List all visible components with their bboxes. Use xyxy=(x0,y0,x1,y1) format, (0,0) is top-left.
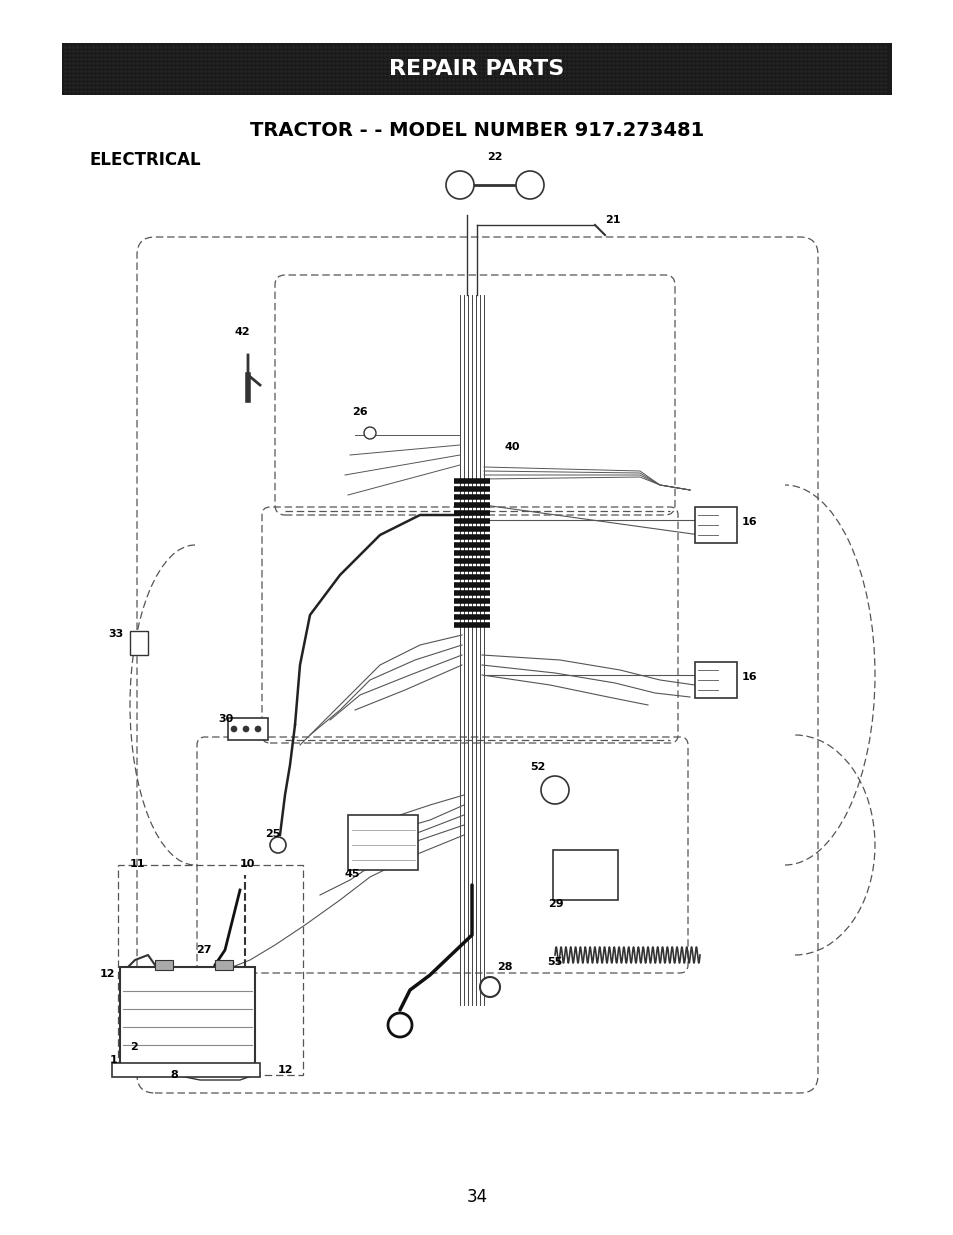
Bar xyxy=(214,960,233,969)
Text: REPAIR PARTS: REPAIR PARTS xyxy=(389,59,564,79)
Text: 16: 16 xyxy=(741,672,757,682)
Text: 45: 45 xyxy=(345,869,360,879)
Circle shape xyxy=(479,977,499,997)
Circle shape xyxy=(516,170,543,199)
Text: 27: 27 xyxy=(195,945,212,955)
Bar xyxy=(228,718,268,740)
Text: 55: 55 xyxy=(546,957,561,967)
Bar xyxy=(112,1063,260,1077)
Text: 29: 29 xyxy=(547,899,563,909)
Text: 40: 40 xyxy=(504,442,520,452)
Bar xyxy=(154,960,172,969)
Bar xyxy=(553,850,618,900)
Bar xyxy=(62,43,891,95)
Bar xyxy=(695,508,737,543)
Text: 21: 21 xyxy=(604,215,619,225)
Circle shape xyxy=(254,726,261,732)
Circle shape xyxy=(243,726,249,732)
Bar xyxy=(130,631,148,655)
Text: 10: 10 xyxy=(240,860,255,869)
Circle shape xyxy=(388,1013,412,1037)
Text: 8: 8 xyxy=(170,1070,177,1079)
Text: 28: 28 xyxy=(497,962,512,972)
Text: 30: 30 xyxy=(218,714,233,724)
Circle shape xyxy=(270,837,286,853)
Circle shape xyxy=(231,726,236,732)
Text: ELECTRICAL: ELECTRICAL xyxy=(90,151,201,169)
Circle shape xyxy=(364,427,375,438)
Bar xyxy=(348,815,417,869)
Text: 26: 26 xyxy=(352,408,367,417)
Text: 2: 2 xyxy=(130,1042,137,1052)
Text: 16: 16 xyxy=(741,517,757,527)
Text: 12: 12 xyxy=(277,1065,294,1074)
Text: 52: 52 xyxy=(530,762,545,772)
Text: 12: 12 xyxy=(100,969,115,979)
Text: 22: 22 xyxy=(486,152,502,162)
Text: 33: 33 xyxy=(108,629,123,638)
Text: 42: 42 xyxy=(234,327,251,337)
Circle shape xyxy=(446,170,474,199)
Text: 11: 11 xyxy=(130,860,146,869)
Bar xyxy=(695,662,737,698)
Text: 34: 34 xyxy=(466,1188,487,1207)
Bar xyxy=(120,967,254,1067)
Text: 1: 1 xyxy=(110,1055,117,1065)
Text: 25: 25 xyxy=(265,829,280,839)
Text: TRACTOR - - MODEL NUMBER 917.273481: TRACTOR - - MODEL NUMBER 917.273481 xyxy=(250,121,703,140)
Circle shape xyxy=(540,776,568,804)
